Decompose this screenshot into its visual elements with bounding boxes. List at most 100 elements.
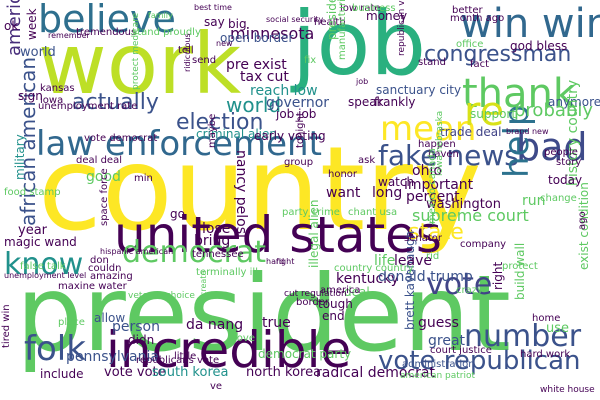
word-trade-deal: trade deal xyxy=(440,125,502,139)
word-say: say xyxy=(204,15,225,29)
word-allow: allow xyxy=(94,311,126,325)
word-end: end xyxy=(322,309,345,323)
word-law-enforcement: law enforcement xyxy=(36,124,322,164)
word-white-house: white house xyxy=(540,385,595,395)
word-united-states: united states xyxy=(114,206,442,264)
word-sanctuary-city: sanctuary city xyxy=(376,83,462,97)
word-speak: speak xyxy=(348,95,384,109)
word-tell: tell xyxy=(178,45,194,56)
word-percent: percent xyxy=(406,189,460,205)
word-fake-news: fake news xyxy=(378,139,519,172)
word-court-justice: court justice xyxy=(430,345,492,356)
word-long: long xyxy=(372,185,403,201)
word-anymore: anymore xyxy=(548,95,600,109)
word-little: little xyxy=(174,351,197,362)
word-family: family xyxy=(148,11,173,20)
word-american-patriot: american patriot xyxy=(400,371,476,381)
word-administration: administration xyxy=(402,359,475,370)
word-know: know xyxy=(4,247,84,282)
word-tremendous: tremendous xyxy=(76,27,137,38)
word-stand-proudly: stand proudly xyxy=(132,27,201,38)
word-military: military xyxy=(13,134,27,180)
word-president: president xyxy=(16,253,511,375)
word-love: love xyxy=(234,333,255,344)
word-hispanic-american: hispanic american xyxy=(100,247,174,256)
word-fight: fight xyxy=(276,257,295,266)
word-month-ago: month ago xyxy=(450,13,505,24)
word-kentucky: kentucky xyxy=(336,271,400,287)
word-unemployment-level: unemployment level xyxy=(4,271,87,280)
word-great: great xyxy=(428,333,466,349)
word-radical-democrat: radical democrat xyxy=(316,365,435,381)
word-tired-win: tired win xyxy=(1,304,12,348)
word-didn: didn xyxy=(128,333,155,347)
word-veteran-choice: veteran choice xyxy=(128,291,195,301)
word-rid: rid xyxy=(426,251,440,262)
word-group: group xyxy=(284,157,314,168)
word-ridiculous: ridiculous xyxy=(183,33,192,72)
word-hard: hard xyxy=(266,257,285,266)
word-brand-new: brand new xyxy=(506,127,549,136)
word-minnesota: minnesota xyxy=(230,24,315,43)
word-work: work xyxy=(38,15,242,113)
word-create: create xyxy=(199,270,208,296)
word-cut-regulation: cut regulation xyxy=(284,289,347,299)
word-use: use xyxy=(546,321,570,336)
word-stand: stand xyxy=(418,57,446,68)
word-illegal-alien: illegal alien xyxy=(307,199,321,268)
word-crazy: crazy xyxy=(456,285,483,296)
word-fix: fix xyxy=(304,55,317,66)
word-ve: ve xyxy=(210,381,223,392)
word-person: person xyxy=(112,319,160,335)
word-frankly: frankly xyxy=(374,95,416,109)
word-company: company xyxy=(460,239,507,250)
word-maxine-water: maxine water xyxy=(58,281,127,292)
word-guess: guess xyxy=(418,315,459,331)
word-south-korea: south korea xyxy=(152,365,229,380)
word-magic-wand: magic wand xyxy=(4,235,77,249)
word-people: people xyxy=(544,147,578,158)
word-hard-work: hard work xyxy=(520,349,571,360)
word-open-border: open border xyxy=(220,31,294,45)
word-america: america xyxy=(320,285,361,296)
word-place: place xyxy=(58,317,85,328)
word-leave: leave xyxy=(394,253,432,269)
word-iowa-nebraska: iowa nebraska xyxy=(435,110,445,176)
word-incredible: incredible xyxy=(106,321,352,379)
word-ok: ok xyxy=(4,19,19,33)
word-health: health xyxy=(314,17,346,28)
word-chant-usa: chant usa xyxy=(348,207,398,218)
word-week: week xyxy=(25,8,39,40)
word-lose: lose xyxy=(202,221,231,237)
word-washington: washington xyxy=(426,197,502,212)
word-election: election xyxy=(176,110,264,135)
word-include: include xyxy=(40,367,84,381)
word-support: support xyxy=(470,107,517,121)
word-haven: haven xyxy=(428,149,459,160)
word-year: year xyxy=(18,223,48,238)
word-mean: mean xyxy=(380,109,477,149)
word-change: change xyxy=(540,193,577,204)
word-job-job: job job xyxy=(276,107,317,121)
word-pennsylvania: pennsylvania xyxy=(66,349,159,365)
word-sign: sign xyxy=(18,89,43,103)
word-world-small: world xyxy=(20,45,56,60)
word-story: story xyxy=(556,157,582,168)
word-food-stamp: food stamp xyxy=(4,187,61,198)
word-win-win: win win xyxy=(460,1,600,47)
word-god-bless: god bless xyxy=(510,39,568,53)
word-money: money xyxy=(366,9,408,23)
word-job: job xyxy=(292,0,427,95)
word-maybe: maybe xyxy=(207,113,218,148)
word-criminal-alien: criminal alien xyxy=(196,127,278,141)
word-new: new xyxy=(216,39,233,48)
word-donald-trump: donald trump xyxy=(378,269,473,285)
word-north-korea: north korea xyxy=(246,365,322,380)
word-ohio: ohio xyxy=(412,163,442,179)
word-ask: ask xyxy=(358,155,376,166)
word-tax-cut: tax cut xyxy=(240,69,289,85)
word-business: business xyxy=(352,3,396,14)
word-deal-small: deal deal xyxy=(76,155,122,166)
word-democrat: democrat xyxy=(122,235,267,270)
